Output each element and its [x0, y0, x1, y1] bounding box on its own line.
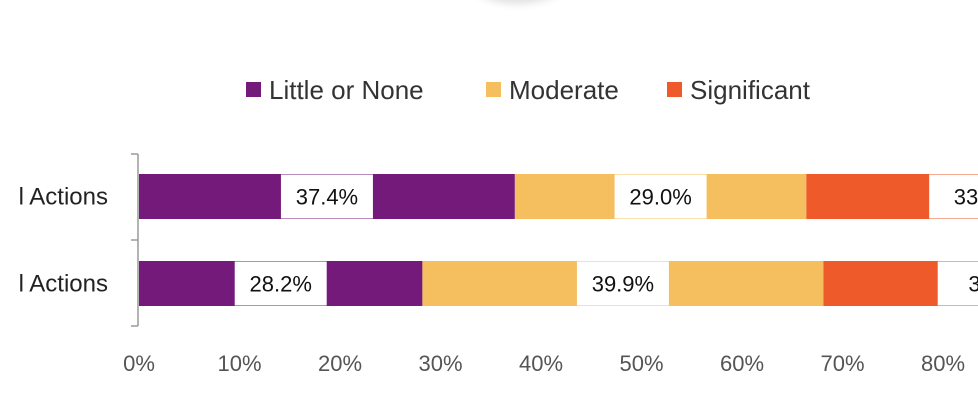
- legend-label-little-or-none: Little or None: [269, 75, 424, 105]
- x-tick-labels: 0% 10% 20% 30% 40% 50% 60% 70% 80%: [123, 351, 965, 376]
- data-label-significant-row-1: 33.6: [954, 185, 978, 210]
- data-label-box-little-or-none-row-2: [234, 261, 327, 306]
- data-label-box-significant-row-2: [937, 261, 978, 306]
- legend: Little or None Moderate Significant: [246, 75, 811, 105]
- data-label-little-or-none-row-1: 37.4%: [296, 185, 358, 210]
- x-tick-label-40: 40%: [519, 351, 563, 376]
- x-tick-label-60: 60%: [720, 351, 764, 376]
- data-labels: 37.4% 29.0% 33.6 28.2% 39.9% 31.: [234, 174, 978, 306]
- category-label-row-2: l Actions: [19, 271, 108, 298]
- data-label-significant-row-2: 31.: [968, 272, 978, 297]
- data-label-box-moderate-row-2: [576, 261, 669, 306]
- data-label-moderate-row-1: 29.0%: [629, 185, 691, 210]
- legend-swatch-moderate: [486, 82, 501, 97]
- data-label-box-little-or-none-row-1: [280, 174, 373, 219]
- data-label-box-moderate-row-1: [614, 174, 707, 219]
- legend-swatch-significant: [667, 82, 682, 97]
- category-labels: l Actions l Actions: [19, 184, 108, 298]
- x-tick-label-30: 30%: [418, 351, 462, 376]
- x-tick-label-70: 70%: [820, 351, 864, 376]
- data-label-moderate-row-2: 39.9%: [592, 272, 654, 297]
- data-label-box-significant-row-1: [929, 174, 978, 219]
- y-axis: [131, 153, 139, 327]
- legend-swatch-little-or-none: [246, 82, 261, 97]
- x-tick-label-0: 0%: [123, 351, 155, 376]
- x-tick-label-10: 10%: [217, 351, 261, 376]
- x-tick-label-80: 80%: [921, 351, 965, 376]
- category-label-row-1: l Actions: [19, 184, 108, 211]
- legend-label-significant: Significant: [690, 75, 811, 105]
- x-tick-label-50: 50%: [619, 351, 663, 376]
- legend-label-moderate: Moderate: [509, 75, 619, 105]
- x-tick-label-20: 20%: [318, 351, 362, 376]
- data-label-little-or-none-row-2: 28.2%: [250, 272, 312, 297]
